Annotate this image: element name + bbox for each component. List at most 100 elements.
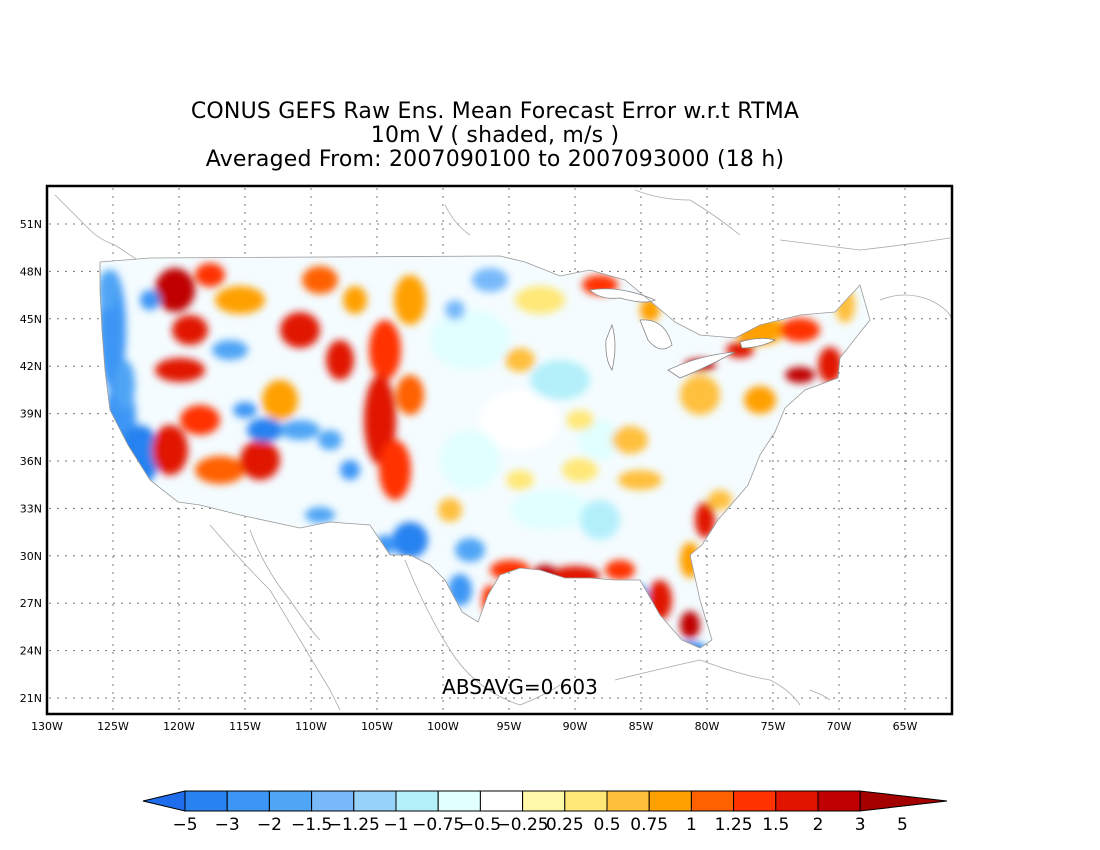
field-blob: [695, 502, 715, 538]
longitude-tick-labels: 130W 125W 120W 115W 110W 105W 100W 95W 90W 85W 80W…: [31, 720, 917, 733]
lon-tick-label: 130W: [31, 720, 63, 733]
colorbar-tick-label: 1: [686, 815, 697, 835]
field-blob: [440, 430, 500, 490]
colorbar-swatch: [226, 790, 270, 812]
field-blob: [818, 347, 842, 383]
lon-tick-label: 70W: [827, 720, 852, 733]
field-blob: [438, 498, 462, 522]
lat-tick-label: 48N: [20, 265, 42, 278]
colorbar-swatch: [817, 790, 861, 812]
field-blob: [396, 375, 424, 415]
lat-tick-label: 39N: [20, 408, 42, 421]
colorbar-arrow-right: [859, 790, 948, 812]
colorbar: [142, 790, 948, 812]
colorbar-tick-label: 1.5: [762, 815, 789, 835]
field-blob: [247, 418, 283, 442]
lat-tick-label: 42N: [20, 360, 42, 373]
lon-tick-label: 85W: [629, 720, 654, 733]
field-blob: [680, 611, 700, 639]
field-blob: [605, 560, 635, 580]
field-blob: [195, 263, 225, 287]
field-blob: [280, 420, 320, 440]
colorbar-swatch: [437, 790, 481, 812]
field-blob: [430, 310, 510, 370]
field-blob: [455, 538, 485, 562]
lat-tick-label: 36N: [20, 455, 42, 468]
field-blob: [240, 440, 280, 480]
field-blob: [530, 360, 590, 400]
lon-tick-label: 115W: [229, 720, 261, 733]
field-blob: [318, 430, 342, 450]
field-blob: [172, 315, 208, 345]
lon-tick-label: 125W: [97, 720, 129, 733]
lat-tick-label: 30N: [20, 550, 42, 563]
colorbar-tick-label: 2: [813, 815, 824, 835]
colorbar-tick-label: −1.25: [328, 815, 380, 835]
title-line-2: 10m V ( shaded, m/s ): [370, 123, 620, 148]
field-blob: [510, 490, 590, 530]
colorbar-tick-label: 0.5: [593, 815, 620, 835]
field-blob: [506, 470, 534, 490]
lon-tick-label: 75W: [761, 720, 786, 733]
field-blob: [262, 380, 298, 420]
lat-tick-label: 21N: [20, 692, 42, 705]
field-blob: [379, 440, 411, 500]
colorbar-tick-label: 0.25: [546, 815, 584, 835]
field-blob: [472, 268, 508, 292]
colorbar-tick-label: 1.25: [715, 815, 753, 835]
colorbar-tick-label: −0.25: [497, 815, 549, 835]
field-blob: [445, 300, 465, 320]
field-blob: [708, 490, 732, 510]
field-blob: [115, 360, 135, 410]
colorbar-tick-label: −2: [257, 815, 282, 835]
field-blob: [340, 460, 360, 480]
field-blob: [744, 386, 776, 414]
great-lakes: [589, 288, 777, 379]
colorbar-tick-label: −1.5: [291, 815, 332, 835]
field-blob: [515, 286, 565, 314]
colorbar-swatch: [606, 790, 650, 812]
colorbar-swatch: [268, 790, 313, 812]
colorbar-swatch: [733, 790, 777, 812]
field-blob: [562, 458, 598, 482]
colorbar-arrow-left: [142, 790, 186, 812]
lon-tick-label: 120W: [163, 720, 195, 733]
coastline-outline: [54, 189, 953, 711]
colorbar-swatch: [775, 790, 819, 812]
field-blob: [215, 286, 265, 314]
colorbar-tick-label: −0.75: [412, 815, 464, 835]
map-title: CONUS GEFS Raw Ens. Mean Forecast Error …: [0, 100, 990, 172]
colorbar-swatch: [648, 790, 692, 812]
lon-tick-label: 100W: [427, 720, 459, 733]
colorbar-tick-label: −0.5: [460, 815, 501, 835]
field-blob: [369, 320, 401, 380]
field-blob: [612, 426, 648, 454]
field-blob: [780, 318, 820, 342]
field-blob: [343, 286, 367, 314]
colorbar-labels: −5 −3 −2 −1.5−1.25 −1 −0.75−0.5−0.250.25 0.5 0.…: [172, 815, 907, 835]
field-blob: [680, 375, 720, 415]
field-blob: [578, 420, 622, 460]
absavg-annotation: ABSAVG=0.603: [442, 675, 598, 699]
conus-outline: [99, 255, 871, 649]
title-line-1: CONUS GEFS Raw Ens. Mean Forecast Error …: [190, 99, 800, 124]
field-blob: [580, 500, 620, 540]
lon-tick-label: 110W: [295, 720, 327, 733]
field-blob: [152, 425, 188, 475]
field-blob: [140, 290, 160, 310]
lon-tick-label: 105W: [361, 720, 393, 733]
lat-tick-label: 51N: [20, 218, 42, 231]
colorbar-tick-label: −3: [215, 815, 240, 835]
field-blob: [100, 270, 118, 310]
colorbar-swatch: [395, 790, 439, 812]
field-blob: [233, 402, 257, 418]
field-blob: [155, 268, 195, 312]
colorbar-tick-label: −5: [172, 815, 197, 835]
lon-tick-label: 95W: [497, 720, 522, 733]
lon-tick-label: 80W: [695, 720, 720, 733]
map-border: [45, 184, 954, 716]
field-blob: [364, 375, 396, 465]
field-blob: [392, 522, 428, 558]
colorbar-swatch: [184, 790, 228, 812]
